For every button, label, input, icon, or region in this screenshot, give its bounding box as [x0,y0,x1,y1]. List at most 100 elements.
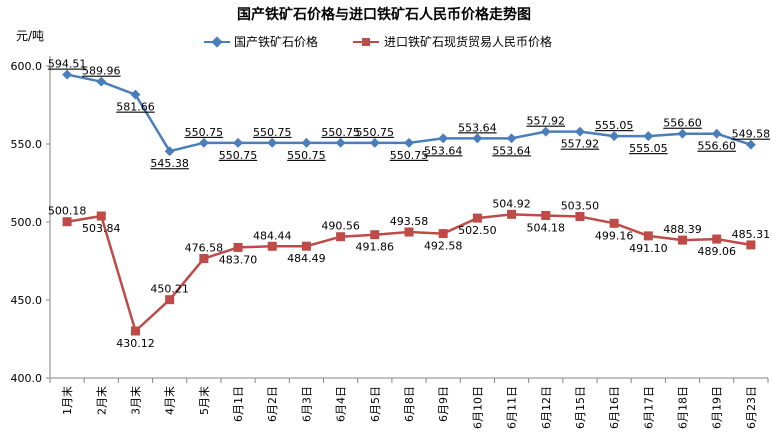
point-domestic [198,137,209,148]
data-label-import: 502.50 [458,224,497,237]
legend-marker-domestic [211,36,223,48]
point-import [130,326,140,336]
x-tick-label: 6月17日 [642,386,655,429]
point-import [301,241,311,251]
point-import [165,295,175,305]
data-label-domestic: 553.64 [492,144,531,157]
data-label-import: 488.39 [663,223,702,236]
data-label-import: 450.21 [150,283,189,296]
point-import [267,241,277,251]
data-labels-layer: 594.51589.96581.66545.38550.75550.75550.… [48,58,770,350]
data-label-domestic: 555.05 [595,119,634,132]
y-tick-label: 600.0 [11,60,43,73]
x-tick-label: 6月3日 [300,386,313,422]
point-import [643,231,653,241]
data-label-domestic: 550.75 [219,149,258,162]
data-label-domestic: 589.96 [82,65,121,78]
point-import [746,240,756,250]
point-import [609,218,619,228]
data-label-domestic: 549.58 [732,128,771,141]
data-label-import: 491.10 [629,242,668,255]
data-label-import: 492.58 [424,240,463,253]
data-label-import: 504.18 [527,221,566,234]
y-tick-label: 450.0 [11,294,43,307]
point-domestic [506,133,517,144]
point-domestic [540,126,551,137]
data-label-domestic: 556.60 [663,117,702,130]
legend-item-import: 进口铁矿石现货贸易人民币价格 [353,34,552,49]
data-label-import: 504.92 [492,197,531,210]
y-tick-label: 550.0 [11,138,43,151]
x-tick-label: 6月9日 [437,386,450,422]
point-domestic [62,69,73,80]
data-label-import: 503.84 [82,222,121,235]
y-tick-label: 400.0 [11,372,43,385]
x-tick-label: 3月末 [128,386,142,415]
x-tick-label: 6月2日 [266,386,279,422]
point-import [712,234,722,244]
point-domestic [130,89,141,100]
point-import [507,209,517,219]
point-import [541,210,551,220]
data-label-import: 493.58 [390,215,429,228]
data-label-import: 484.49 [287,252,326,265]
data-label-import: 483.70 [219,253,258,266]
point-import [438,229,448,239]
point-domestic [745,139,756,150]
point-import [199,254,209,264]
point-domestic [643,131,654,142]
x-tick-label: 6月15日 [574,386,587,429]
x-tick-label: 6月16日 [608,386,621,429]
x-tick-label: 6月23日 [745,386,758,429]
point-import [370,230,380,240]
data-label-import: 503.50 [561,200,600,213]
point-domestic [96,76,107,87]
x-tick-label: 6月4日 [335,386,348,422]
data-label-domestic: 556.60 [697,140,736,153]
legend: 国产铁矿石价格 进口铁矿石现货贸易人民币价格 [204,34,552,49]
point-import [62,217,72,227]
x-tick-label: 4月末 [163,386,177,415]
point-import [404,227,414,237]
data-label-domestic: 553.64 [458,121,497,134]
y-axis-unit-label: 元/吨 [16,29,44,43]
data-label-import: 489.06 [697,245,736,258]
data-label-import: 430.12 [116,337,155,350]
data-label-domestic: 550.75 [390,149,429,162]
legend-item-domestic: 国产铁矿石价格 [204,34,318,49]
x-tick-label: 6月19日 [711,386,724,429]
point-domestic [472,133,483,144]
chart-title: 国产铁矿石价格与进口铁矿石人民币价格走势图 [237,6,531,23]
point-domestic [267,137,278,148]
x-tick-label: 6月18日 [677,386,690,429]
point-domestic [711,128,722,139]
x-tick-label: 6月11日 [506,386,519,429]
point-import [336,232,346,242]
point-import [575,212,585,222]
point-domestic [301,137,312,148]
legend-marker-import [362,38,370,46]
data-label-import: 500.18 [48,205,87,218]
point-domestic [369,137,380,148]
data-label-import: 491.86 [356,241,395,254]
series-layer [62,69,756,336]
point-import [233,242,243,252]
data-label-domestic: 557.92 [527,115,566,128]
point-domestic [677,128,688,139]
x-tick-label: 6月5日 [369,386,382,422]
point-domestic [609,131,620,142]
point-domestic [438,133,449,144]
point-domestic [233,137,243,148]
data-label-domestic: 550.75 [321,126,360,139]
point-import [96,211,106,221]
x-tick-label: 6月12日 [540,386,553,429]
point-domestic [335,137,346,148]
data-label-import: 499.16 [595,229,634,242]
data-label-domestic: 550.75 [356,126,395,139]
x-tick-label: 5月末 [197,386,211,415]
data-label-domestic: 550.75 [287,149,326,162]
data-label-import: 476.58 [185,242,224,255]
point-import [472,213,482,223]
data-label-domestic: 553.64 [424,144,463,157]
